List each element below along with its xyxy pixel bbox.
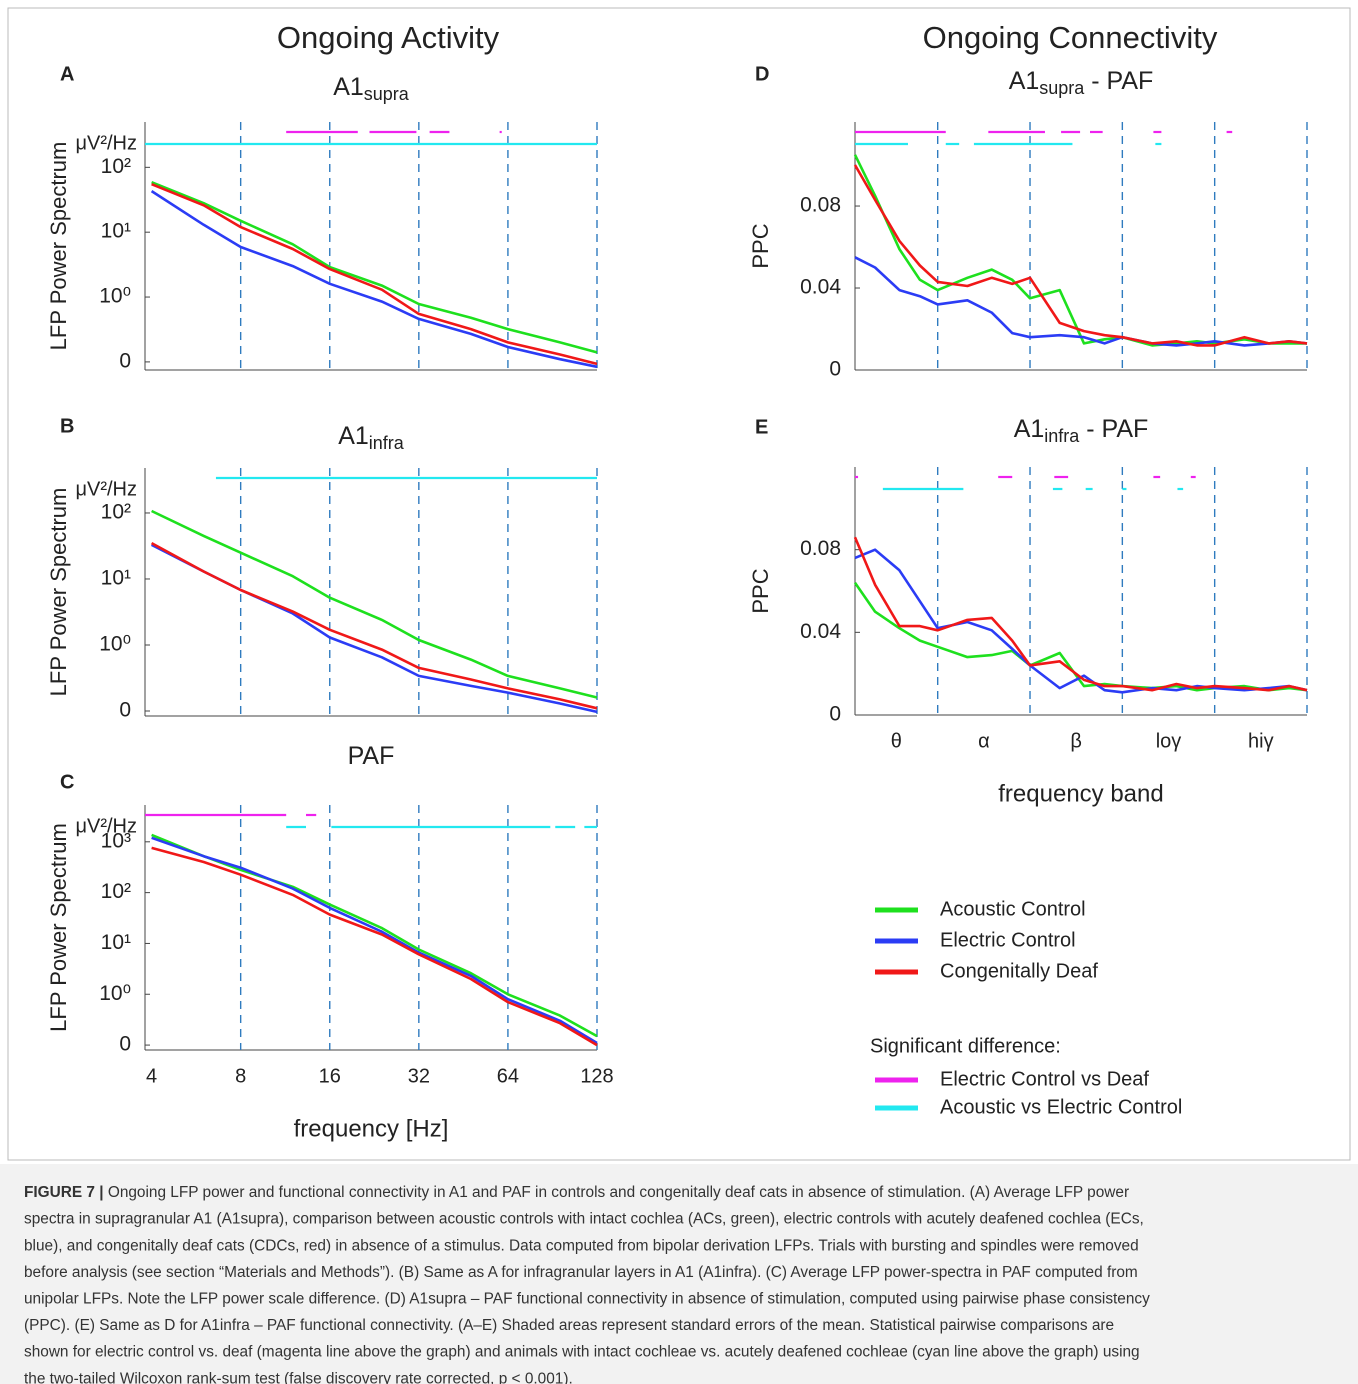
series-line bbox=[853, 581, 1308, 692]
panel-title: A1supra bbox=[333, 73, 410, 104]
figure-frame bbox=[7, 7, 1351, 1161]
x-tick-label: 4 bbox=[146, 1065, 157, 1087]
panel-letter: E bbox=[755, 416, 768, 438]
y-tick-label: 10² bbox=[101, 880, 131, 903]
y-tick-label: 0.08 bbox=[800, 537, 841, 560]
panel-title-main: A1 bbox=[333, 73, 364, 101]
panel-title: A1infra - PAF bbox=[1014, 415, 1149, 446]
band-label: α bbox=[978, 730, 990, 752]
y-tick-label: 10¹ bbox=[101, 567, 131, 590]
caption-line: the two-tailed Wilcoxon rank-sum test (f… bbox=[24, 1370, 573, 1384]
series-line bbox=[854, 548, 1308, 694]
y-axis-label: LFP Power Spectrum bbox=[46, 823, 71, 1032]
panel-letter: D bbox=[755, 63, 769, 85]
panel-title: PAF bbox=[348, 742, 395, 770]
y-unit-label: μV²/Hz bbox=[75, 815, 137, 837]
y-tick-label: 10² bbox=[101, 501, 131, 524]
panel-title-main: A1 bbox=[1014, 415, 1045, 443]
panel-title-tail: - PAF bbox=[1084, 67, 1153, 95]
panel-title-main: PAF bbox=[348, 742, 395, 770]
column-heading: Ongoing Connectivity bbox=[923, 20, 1218, 55]
y-tick-label: 0 bbox=[119, 699, 131, 722]
x-axis-label: frequency [Hz] bbox=[294, 1115, 449, 1142]
y-axis-label: LFP Power Spectrum bbox=[46, 488, 71, 697]
panel-title-main: A1 bbox=[1009, 67, 1040, 95]
caption-line: blue), and congenitally deaf cats (CDCs,… bbox=[24, 1237, 1139, 1254]
series-line bbox=[151, 846, 598, 1047]
panel-title-sub: infra bbox=[1044, 426, 1080, 446]
y-tick-label: 10² bbox=[101, 155, 131, 178]
legend-label: Acoustic vs Electric Control bbox=[940, 1096, 1182, 1118]
caption-box bbox=[0, 1164, 1358, 1384]
series-line bbox=[150, 541, 598, 710]
y-tick-label: 10⁰ bbox=[99, 285, 131, 308]
band-label: β bbox=[1070, 730, 1082, 752]
caption-line: spectra in supragranular A1 (A1supra), c… bbox=[24, 1211, 1144, 1228]
y-tick-label: 10¹ bbox=[101, 931, 131, 954]
caption-line: FIGURE 7 | Ongoing LFP power and functio… bbox=[24, 1184, 1129, 1201]
series-line bbox=[853, 164, 1308, 347]
band-label: θ bbox=[891, 730, 902, 752]
caption-text: Ongoing LFP power and functional connect… bbox=[108, 1184, 1129, 1201]
y-tick-label: 10⁰ bbox=[99, 633, 131, 656]
column-heading: Ongoing Activity bbox=[277, 20, 500, 55]
x-tick-label: 8 bbox=[235, 1065, 246, 1087]
panel-title: A1infra bbox=[338, 422, 405, 453]
caption-label: FIGURE 7 | bbox=[24, 1184, 104, 1201]
series-line bbox=[150, 190, 598, 369]
panel-letter: C bbox=[60, 771, 74, 793]
y-tick-label: 0.08 bbox=[800, 194, 841, 217]
legend-label: Electric Control bbox=[940, 929, 1076, 951]
legend-label: Congenitally Deaf bbox=[940, 960, 1098, 982]
x-tick-label: 32 bbox=[408, 1065, 430, 1087]
x-axis-label: frequency band bbox=[998, 780, 1163, 807]
legend-label: Acoustic Control bbox=[940, 898, 1086, 920]
x-tick-label: 64 bbox=[497, 1065, 519, 1087]
panel-title-tail: - PAF bbox=[1079, 415, 1148, 443]
panel-title-main: A1 bbox=[338, 422, 369, 450]
series-line bbox=[151, 543, 598, 714]
y-tick-label: 0 bbox=[829, 703, 841, 726]
panel-title-sub: supra bbox=[1039, 78, 1085, 98]
y-tick-label: 0.04 bbox=[800, 620, 841, 643]
caption-line: unipolar LFPs. Note the LFP power scale … bbox=[24, 1290, 1150, 1307]
legend-label: Electric Control vs Deaf bbox=[940, 1068, 1149, 1090]
y-tick-label: 10³ bbox=[101, 829, 131, 852]
series-line bbox=[151, 836, 598, 1045]
series-line bbox=[151, 833, 598, 1038]
panel-letter: B bbox=[60, 415, 74, 437]
series-line bbox=[151, 182, 598, 366]
y-unit-label: μV²/Hz bbox=[75, 132, 137, 154]
panel-letter: A bbox=[60, 63, 74, 85]
x-tick-label: 128 bbox=[580, 1065, 613, 1087]
y-tick-label: 10¹ bbox=[101, 220, 131, 243]
series-line bbox=[853, 536, 1308, 692]
y-tick-label: 0.04 bbox=[800, 276, 841, 299]
series-line bbox=[854, 256, 1308, 347]
caption-line: shown for electric control vs. deaf (mag… bbox=[24, 1344, 1140, 1361]
series-line bbox=[151, 180, 598, 354]
y-tick-label: 0 bbox=[119, 349, 131, 372]
y-tick-label: 0 bbox=[119, 1033, 131, 1056]
y-axis-label: PPC bbox=[748, 223, 773, 268]
caption-line: (PPC). (E) Same as D for A1infra – PAF f… bbox=[24, 1317, 1114, 1334]
y-axis-label: PPC bbox=[748, 568, 773, 613]
band-label: loγ bbox=[1156, 730, 1182, 752]
series-line bbox=[853, 154, 1307, 347]
x-tick-label: 16 bbox=[319, 1065, 341, 1087]
y-unit-label: μV²/Hz bbox=[75, 478, 137, 500]
panel-title-sub: infra bbox=[369, 433, 405, 453]
y-axis-label: LFP Power Spectrum bbox=[46, 142, 71, 351]
series-line bbox=[151, 509, 598, 699]
legend-title: Significant difference: bbox=[870, 1035, 1061, 1057]
band-label: hiγ bbox=[1248, 730, 1274, 752]
caption-line: before analysis (see section “Materials … bbox=[24, 1264, 1138, 1281]
y-tick-label: 10⁰ bbox=[99, 982, 131, 1005]
panel-title-sub: supra bbox=[364, 84, 410, 104]
y-tick-label: 0 bbox=[829, 358, 841, 381]
panel-title: A1supra - PAF bbox=[1009, 67, 1154, 98]
